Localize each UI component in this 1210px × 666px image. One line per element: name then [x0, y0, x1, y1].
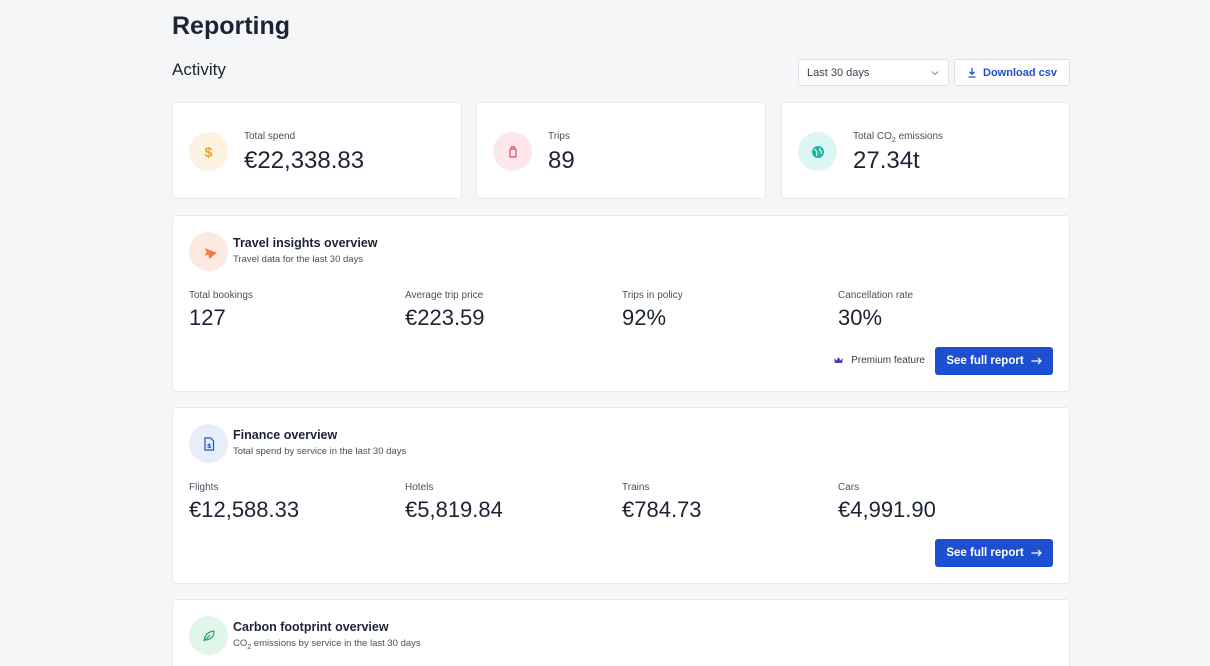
card-subtitle: Total spend by service in the last 30 da… — [233, 446, 407, 457]
see-full-report-label: See full report — [946, 355, 1024, 367]
see-full-report-label: See full report — [946, 547, 1024, 559]
metric-cancellation-rate: Cancellation rate 30% — [838, 290, 1048, 331]
section-title: Activity — [172, 60, 226, 79]
chevron-down-icon — [931, 71, 939, 76]
stat-card-trips: Trips 89 — [476, 102, 766, 199]
metric-label: Cancellation rate — [838, 290, 914, 301]
card-title: Carbon footprint overview — [233, 620, 389, 634]
metric-average-trip-price: Average trip price €223.59 — [405, 290, 615, 331]
globe-icon — [798, 132, 837, 171]
card-title: Finance overview — [233, 428, 338, 442]
metric-cars: Cars €4,991.90 — [838, 482, 1048, 523]
dollar-icon: $ — [189, 132, 228, 171]
metric-value: €12,588.33 — [189, 497, 300, 522]
metric-total-bookings: Total bookings 127 — [189, 290, 399, 331]
plane-icon — [189, 232, 228, 271]
metric-label: Cars — [838, 482, 860, 493]
stat-label: Total spend — [244, 131, 296, 142]
card-subtitle: CO2 emissions by service in the last 30 … — [233, 638, 421, 651]
invoice-icon: $ — [189, 424, 228, 463]
stat-value: €22,338.83 — [244, 147, 365, 174]
finance-overview-card: $ Finance overview Total spend by servic… — [172, 407, 1070, 584]
metric-label: Trains — [622, 482, 650, 493]
see-full-report-button[interactable]: See full report — [935, 347, 1053, 375]
card-title: Travel insights overview — [233, 236, 378, 250]
metric-value: €4,991.90 — [838, 497, 936, 522]
carbon-footprint-card: Carbon footprint overview CO2 emissions … — [172, 599, 1070, 666]
stat-label-subscript: 2 — [891, 137, 896, 144]
metric-label: Flights — [189, 482, 219, 493]
stat-card-total-spend: $ Total spend €22,338.83 — [172, 102, 462, 199]
metric-label: Total bookings — [189, 290, 253, 301]
stat-label-tail: emissions — [895, 131, 944, 142]
arrow-right-icon — [1031, 549, 1042, 557]
metric-label: Average trip price — [405, 290, 484, 301]
card-subtitle-tail: emissions by service in the last 30 days — [251, 638, 421, 649]
premium-feature-badge: Premium feature — [833, 355, 925, 366]
page-title: Reporting — [172, 12, 291, 40]
metric-value: 92% — [622, 305, 667, 330]
premium-feature-label: Premium feature — [851, 355, 925, 366]
metric-value: €784.73 — [622, 497, 702, 522]
metric-trips-in-policy: Trips in policy 92% — [622, 290, 832, 331]
travel-insights-card: Travel insights overview Travel data for… — [172, 215, 1070, 392]
period-select[interactable]: Last 30 days — [798, 59, 949, 86]
period-select-value: Last 30 days — [807, 66, 870, 79]
card-subtitle: Travel data for the last 30 days — [233, 254, 364, 265]
metric-label: Trips in policy — [622, 290, 683, 301]
stat-card-co2-emissions: Total CO2 emissions 27.34t — [781, 102, 1070, 199]
metric-value: €223.59 — [405, 305, 485, 330]
metric-value: 30% — [838, 305, 883, 330]
arrow-right-icon — [1031, 357, 1042, 365]
see-full-report-button[interactable]: See full report — [935, 539, 1053, 567]
metric-label: Hotels — [405, 482, 434, 493]
card-subtitle-text: CO — [233, 638, 248, 649]
metric-value: 127 — [189, 305, 226, 330]
leaf-icon — [189, 616, 228, 655]
stat-label: Total CO2 emissions — [853, 131, 943, 144]
download-csv-label: Download csv — [983, 66, 1057, 79]
svg-text:$: $ — [206, 442, 211, 450]
download-csv-button[interactable]: Download csv — [954, 59, 1070, 86]
download-icon — [968, 68, 976, 78]
metric-flights: Flights €12,588.33 — [189, 482, 399, 523]
stat-label-text: Total CO — [853, 131, 892, 142]
metric-hotels: Hotels €5,819.84 — [405, 482, 615, 523]
luggage-icon — [493, 132, 532, 171]
stat-value: 27.34t — [853, 147, 920, 174]
stat-value: 89 — [548, 147, 575, 174]
card-subtitle-subscript: 2 — [247, 643, 252, 651]
stat-label: Trips — [548, 131, 570, 142]
metric-value: €5,819.84 — [405, 497, 503, 522]
crown-icon — [834, 357, 844, 363]
metric-trains: Trains €784.73 — [622, 482, 832, 523]
